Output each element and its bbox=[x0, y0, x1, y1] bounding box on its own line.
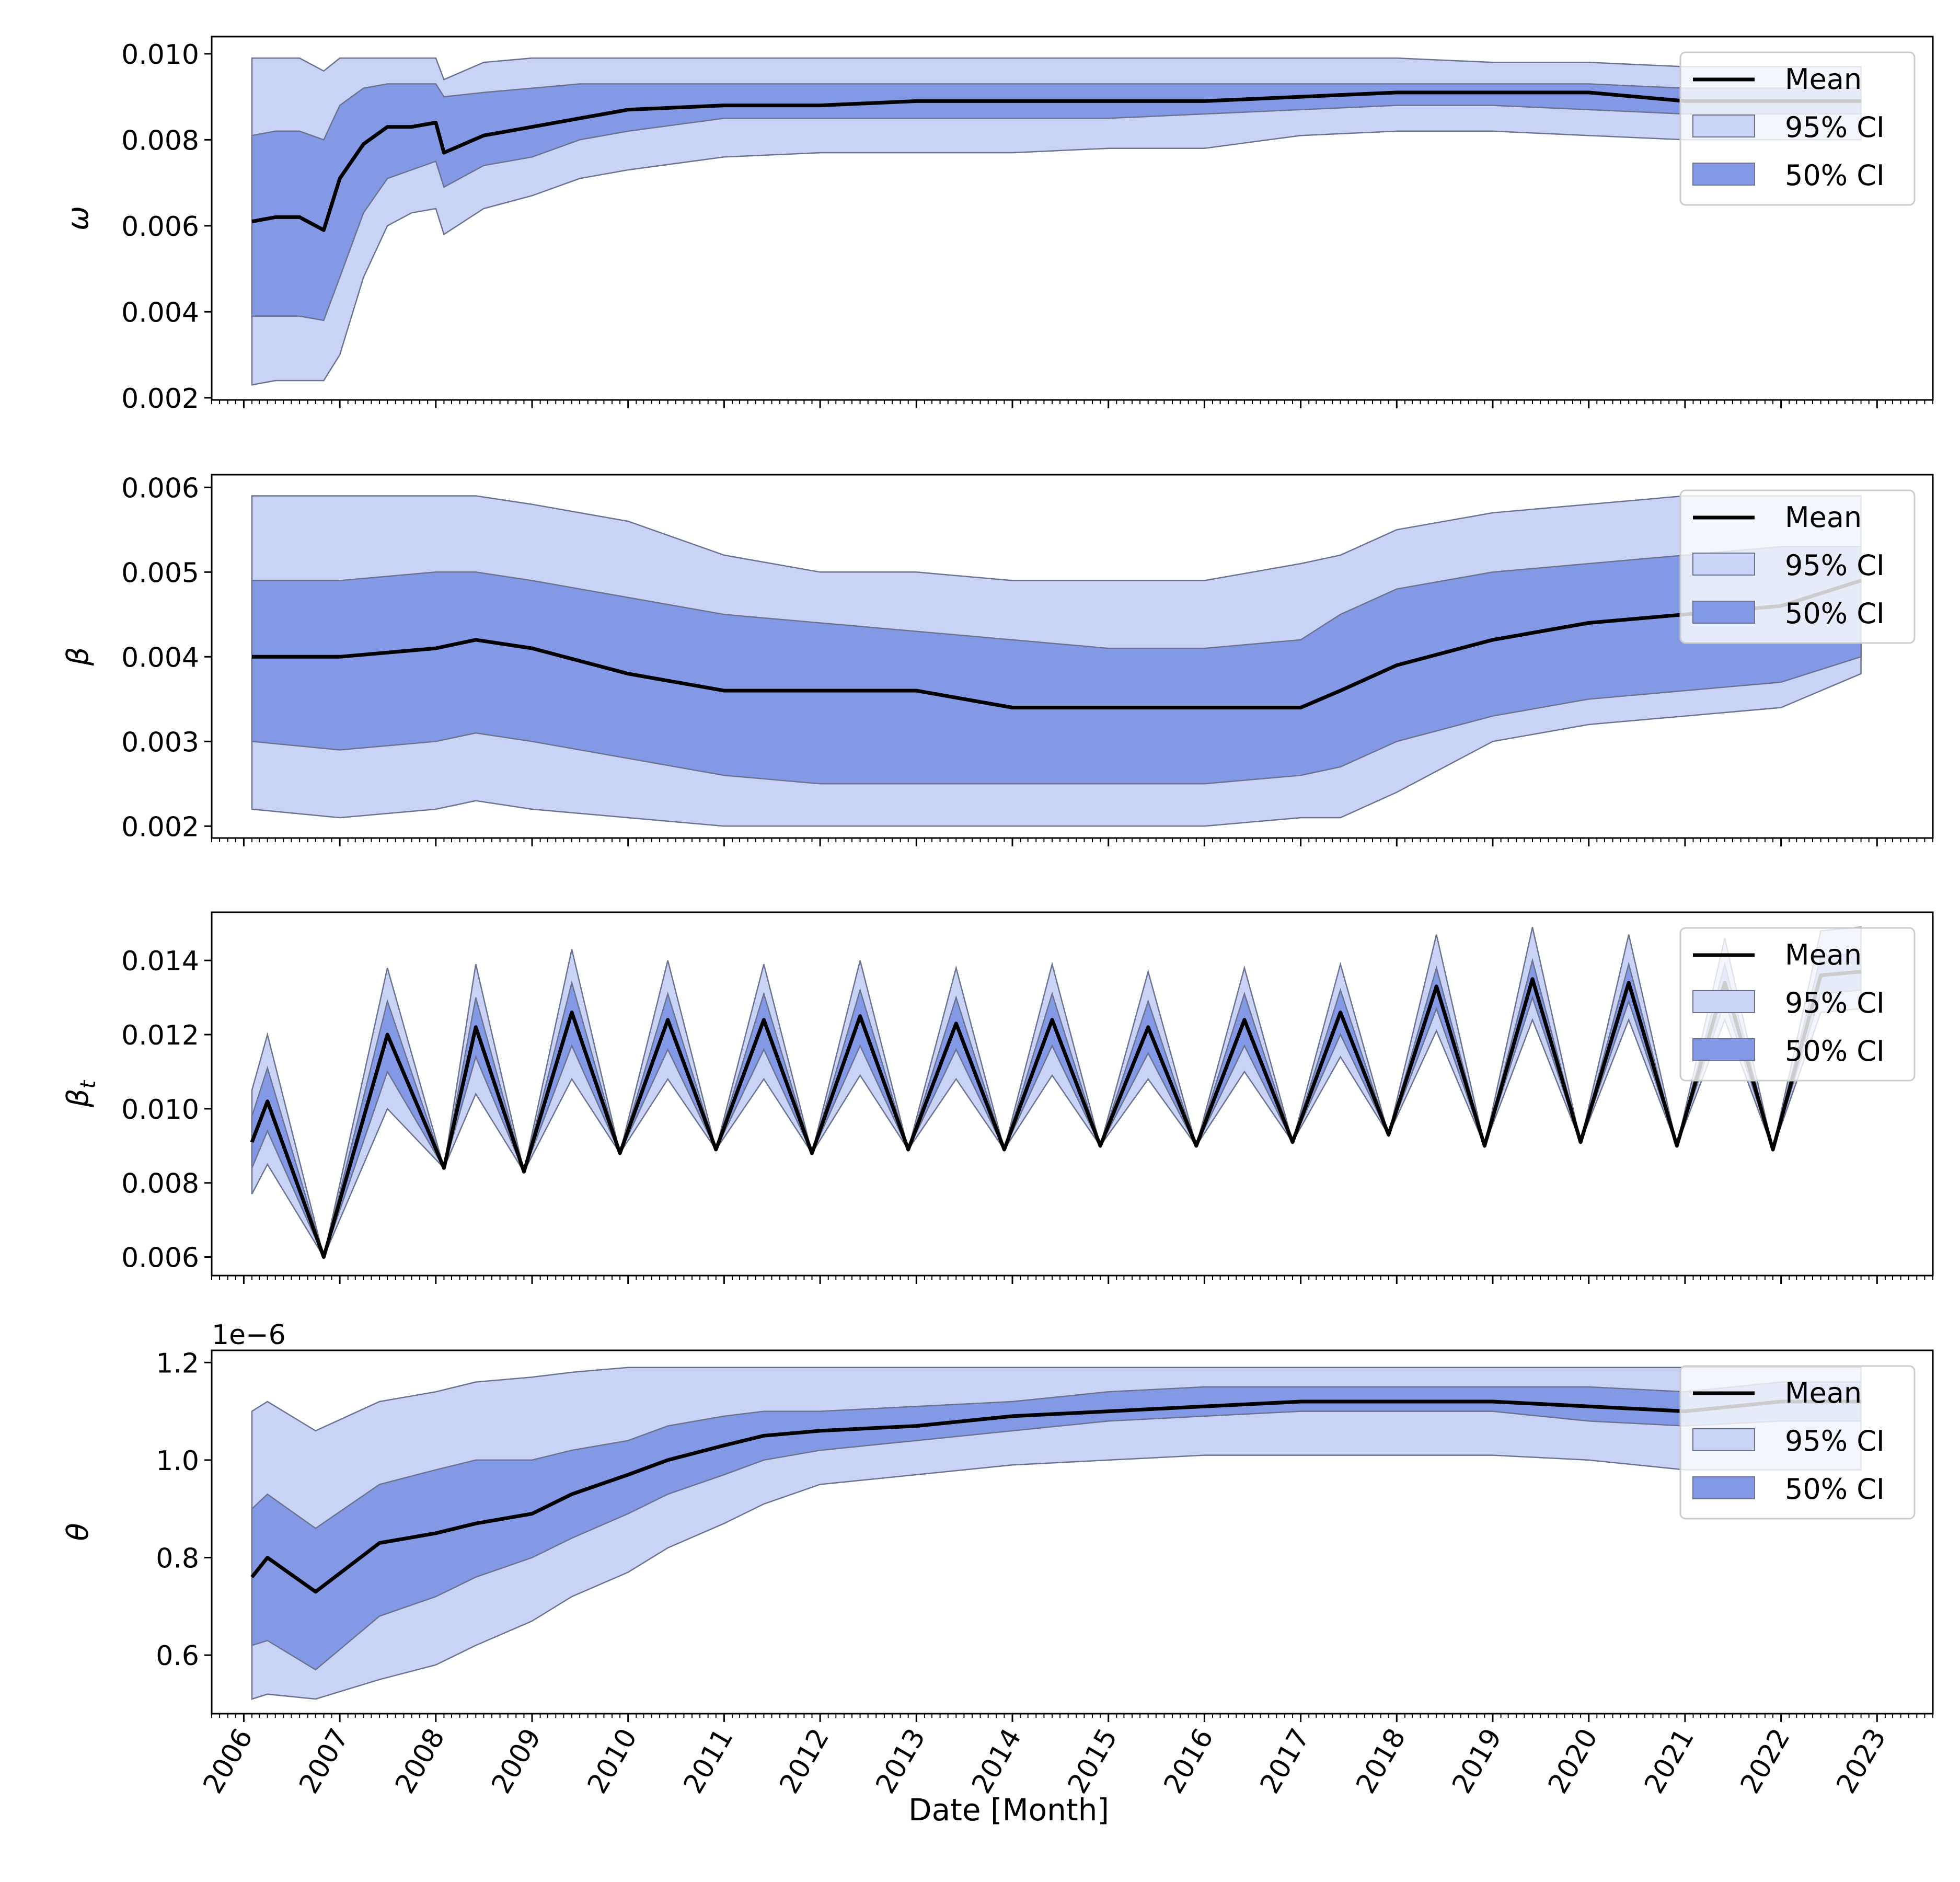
y-tick-label: 0.006 bbox=[121, 1243, 199, 1274]
axes-frame bbox=[211, 36, 1934, 401]
y-tick-label: 0.6 bbox=[156, 1640, 199, 1672]
y-tick-label: 0.004 bbox=[121, 642, 199, 673]
panel-4: 0.6 0.8 1.0 1.2 θ 1e−6 Mean 95% CI 50% CI bbox=[61, 1319, 1934, 1722]
x-axis-label: Date [Month] bbox=[908, 1792, 1109, 1828]
legend-ci50-swatch bbox=[1692, 1476, 1755, 1499]
legend-ci50-swatch bbox=[1692, 601, 1755, 624]
legend-ci50-label: 50% CI bbox=[1785, 159, 1885, 192]
x-ticks bbox=[211, 838, 1933, 846]
legend-ci95-swatch bbox=[1692, 990, 1755, 1013]
y-axis-label: ω bbox=[61, 206, 95, 231]
legend: Mean 95% CI 50% CI bbox=[1679, 927, 1916, 1082]
axes-frame bbox=[211, 911, 1934, 1277]
x-ticks bbox=[211, 1276, 1933, 1284]
legend-ci95-label: 95% CI bbox=[1785, 111, 1885, 144]
axes-frame bbox=[211, 1349, 1934, 1715]
y-tick-label: 0.004 bbox=[121, 297, 199, 328]
y-tick-label: 0.008 bbox=[121, 125, 199, 156]
y-tick-label: 0.010 bbox=[121, 1094, 199, 1126]
legend-ci50-swatch bbox=[1692, 1038, 1755, 1061]
panel-1: 0.002 0.004 0.006 0.008 0.010 ω Mean 95% CI 50% … bbox=[61, 36, 1934, 415]
legend-ci95-swatch bbox=[1692, 553, 1755, 576]
legend-ci95-label: 95% CI bbox=[1785, 549, 1885, 582]
mean-line bbox=[251, 90, 1861, 232]
y-axis-label: β bbox=[61, 647, 95, 667]
legend-ci95-label: 95% CI bbox=[1785, 1425, 1885, 1458]
legend-mean-label: Mean bbox=[1785, 1376, 1862, 1409]
y-tick-label: 0.006 bbox=[121, 473, 199, 504]
y-tick-label: 0.010 bbox=[121, 39, 199, 71]
mean-line bbox=[250, 1399, 1861, 1594]
y-tick-label: 0.014 bbox=[121, 946, 199, 977]
y-tick-label: 0.002 bbox=[121, 383, 199, 415]
mean-line bbox=[252, 579, 1862, 709]
legend-mean-label: Mean bbox=[1785, 501, 1862, 534]
legend-ci95-swatch bbox=[1692, 1428, 1755, 1451]
legend-ci50-label: 50% CI bbox=[1785, 1473, 1885, 1506]
legend-mean-label: Mean bbox=[1785, 63, 1862, 96]
panel-2: 0.002 0.003 0.004 0.005 0.006 β Mean 95% CI 50% … bbox=[61, 473, 1934, 846]
y-tick-label: 0.002 bbox=[121, 811, 199, 843]
x-ticks bbox=[211, 400, 1933, 408]
legend: Mean 95% CI 50% CI bbox=[1679, 489, 1916, 644]
panels: 0.002 0.004 0.006 0.008 0.010 ω Mean 95% CI 50% … bbox=[61, 36, 1934, 1722]
legend-ci50-label: 50% CI bbox=[1785, 597, 1885, 630]
legend-ci50-label: 50% CI bbox=[1785, 1035, 1885, 1068]
y-axis-label: θ bbox=[61, 1523, 95, 1541]
y-tick-label: 0.003 bbox=[121, 727, 199, 758]
y-tick-label: 0.006 bbox=[121, 211, 199, 243]
y-tick-label: 0.008 bbox=[121, 1168, 199, 1200]
legend-ci95-label: 95% CI bbox=[1785, 986, 1885, 1019]
legend: Mean 95% CI 50% CI bbox=[1679, 1365, 1916, 1520]
ci50-band bbox=[251, 546, 1862, 785]
legend: Mean 95% CI 50% CI bbox=[1679, 51, 1916, 206]
y-tick-label: 0.012 bbox=[121, 1020, 199, 1051]
y-tick-label: 0.005 bbox=[121, 557, 199, 589]
legend-ci50-swatch bbox=[1692, 163, 1755, 186]
y-scale-label: 1e−6 bbox=[212, 1319, 286, 1351]
legend-ci95-swatch bbox=[1692, 114, 1755, 137]
y-tick-label: 1.2 bbox=[156, 1348, 199, 1379]
y-tick-label: 0.8 bbox=[156, 1543, 199, 1574]
y-tick-label: 1.0 bbox=[156, 1445, 199, 1477]
x-ticks bbox=[211, 1714, 1933, 1722]
mean-line bbox=[250, 970, 1861, 1259]
legend-mean-label: Mean bbox=[1785, 938, 1862, 971]
